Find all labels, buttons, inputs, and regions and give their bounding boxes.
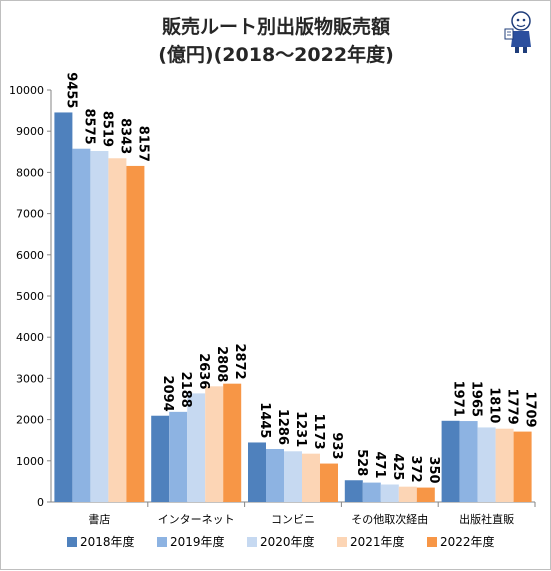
y-tick-label: 9000 [16, 125, 44, 138]
data-label: 528 [354, 449, 369, 476]
data-label: 372 [408, 456, 423, 483]
category-label: コンビニ [271, 513, 315, 526]
data-label: 1445 [257, 402, 272, 438]
legend-label: 2018年度 [80, 534, 135, 549]
bar [126, 165, 145, 503]
y-tick-label: 10000 [9, 84, 44, 97]
data-label: 1810 [487, 387, 502, 423]
bar [495, 428, 514, 502]
legend-swatch [67, 537, 77, 547]
data-label: 1779 [505, 389, 520, 425]
data-label: 8519 [99, 111, 114, 147]
bar [205, 386, 224, 502]
bar [169, 411, 188, 502]
bar [416, 487, 435, 502]
data-label: 8157 [135, 126, 150, 162]
data-label: 471 [372, 451, 387, 478]
bar [477, 427, 496, 502]
bar [344, 480, 363, 502]
data-label: 1173 [311, 413, 326, 449]
bar [513, 431, 532, 502]
data-label: 425 [390, 453, 405, 480]
data-label: 2094 [160, 376, 175, 412]
legend-swatch [157, 537, 167, 547]
bar [284, 451, 302, 502]
y-tick-label: 8000 [16, 166, 44, 179]
data-label: 2636 [196, 353, 211, 389]
data-label: 1286 [275, 409, 290, 445]
bar [151, 415, 170, 502]
data-label: 1709 [523, 391, 538, 427]
bar [54, 112, 73, 502]
legend-label: 2021年度 [350, 534, 405, 549]
data-label: 8343 [117, 118, 132, 154]
bar [320, 463, 338, 502]
data-label: 1971 [451, 381, 466, 417]
bar [441, 420, 460, 502]
mascot-logo [504, 11, 531, 53]
y-tick-label: 2000 [16, 414, 44, 427]
legend-label: 2020年度 [260, 534, 315, 549]
category-label: 書店 [88, 512, 110, 526]
y-tick-label: 3000 [16, 372, 44, 385]
legend-label: 2019年度 [170, 534, 225, 549]
data-label: 1965 [469, 381, 484, 417]
legend-swatch [247, 537, 257, 547]
y-axis-ticks: 0 1000 2000 3000 4000 5000 6000 7000 8000 9000 100… [9, 84, 51, 509]
bar [108, 158, 127, 502]
bar [362, 482, 381, 502]
y-tick-label: 4000 [16, 331, 44, 344]
legend-swatch [337, 537, 347, 547]
data-label: 2808 [214, 346, 229, 382]
bar [302, 453, 320, 502]
bar [90, 151, 109, 502]
bar [266, 449, 284, 502]
legend-label: 2022年度 [440, 534, 495, 549]
data-label: 933 [329, 432, 344, 459]
y-tick-label: 6000 [16, 249, 44, 262]
chart-subtitle: (億円)(2018〜2022年度) [158, 43, 394, 66]
chart-title: 販売ルート別出版物販売額 [162, 15, 390, 38]
legend: 2018年度 2019年度 2020年度 2021年度 2022年度 [67, 534, 495, 549]
data-label: 1231 [293, 411, 308, 447]
data-label: 350 [426, 456, 441, 483]
bar [223, 383, 242, 502]
bar [459, 421, 478, 502]
legend-swatch [427, 537, 437, 547]
category-label: インターネット [158, 513, 235, 526]
bar [248, 442, 266, 502]
bar [380, 484, 399, 502]
bar [187, 393, 206, 502]
data-label: 2872 [232, 343, 247, 379]
y-tick-label: 7000 [16, 208, 44, 221]
y-tick-label: 5000 [16, 290, 44, 303]
data-label: 8575 [81, 109, 96, 145]
data-label: 2188 [178, 372, 193, 408]
y-tick-label: 1000 [16, 455, 44, 468]
data-label: 9455 [63, 72, 78, 108]
bars [54, 112, 536, 507]
category-label: 出版社直販 [459, 512, 514, 526]
bar [398, 486, 417, 502]
category-label: その他取次経由 [351, 512, 428, 526]
y-tick-label: 0 [37, 496, 44, 509]
bar [72, 148, 91, 502]
category-labels: 書店 インターネット コンビニ その他取次経由 出版社直販 [88, 512, 514, 526]
